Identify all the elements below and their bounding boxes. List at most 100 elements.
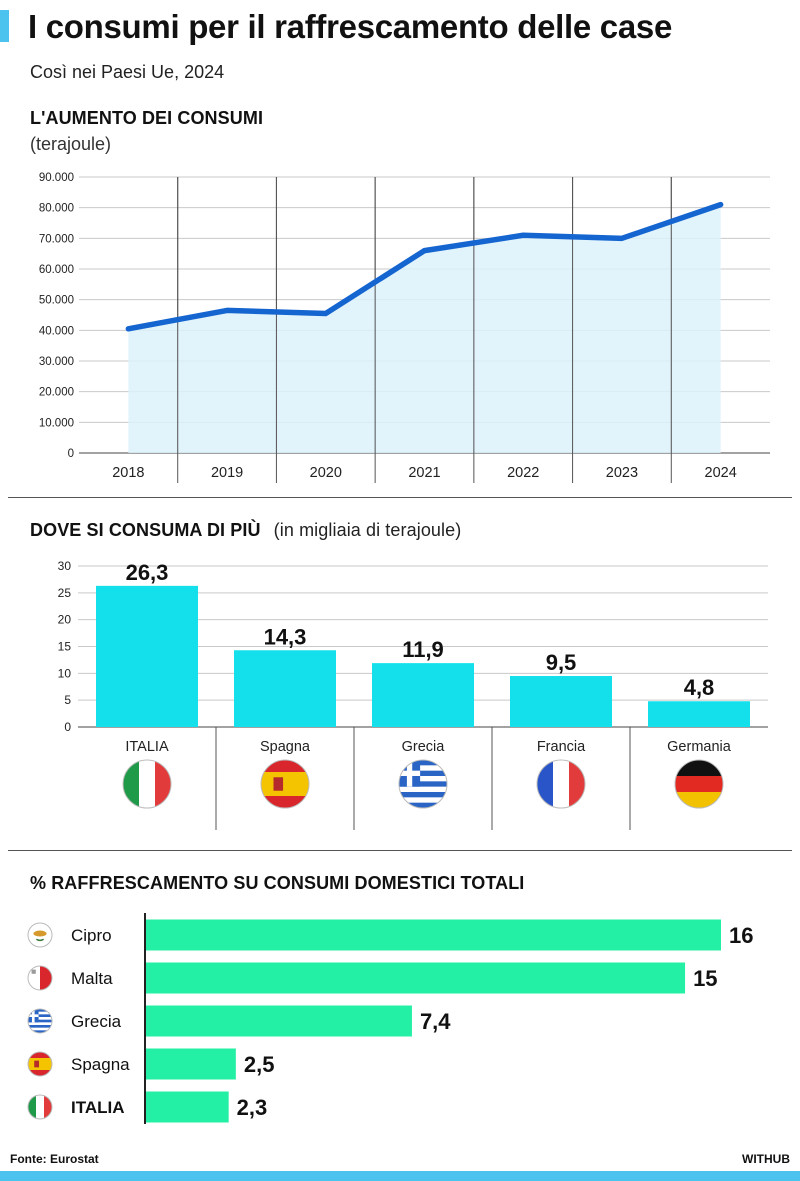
bar-value-label: 26,3 bbox=[126, 560, 169, 585]
flag-border bbox=[260, 759, 310, 809]
flag-emblem bbox=[273, 777, 284, 791]
bar-value-label: 14,3 bbox=[264, 624, 307, 649]
country-label: Malta bbox=[71, 969, 113, 988]
flag-fill bbox=[28, 966, 52, 990]
bar-chart-unit: (in migliaia di terajoule) bbox=[273, 520, 462, 540]
flag-border bbox=[27, 1051, 53, 1077]
country-label: Grecia bbox=[71, 1012, 122, 1031]
area-fill bbox=[128, 204, 721, 453]
y-tick-label: 5 bbox=[64, 693, 71, 707]
flag-stripe bbox=[28, 1058, 52, 1070]
x-tick-label: Germania bbox=[667, 739, 732, 755]
flag-border bbox=[27, 1094, 53, 1120]
flag-stripe bbox=[399, 776, 447, 782]
flag-fill bbox=[28, 1009, 52, 1033]
y-tick-label: 20 bbox=[58, 613, 72, 627]
bar-value-label: 4,8 bbox=[684, 675, 715, 700]
hbar-value-label: 2,3 bbox=[237, 1095, 268, 1120]
hbar-value-label: 2,5 bbox=[244, 1052, 275, 1077]
spain-flag bbox=[27, 1051, 53, 1077]
x-tick-label: 2019 bbox=[211, 465, 243, 481]
flag-stripe bbox=[399, 786, 447, 793]
bar-chart-title-row: DOVE SI CONSUMA DI PIÙ (in migliaia di t… bbox=[30, 520, 461, 541]
flag-island bbox=[33, 930, 47, 937]
y-tick-label: 90.000 bbox=[39, 172, 74, 184]
germany-flag bbox=[674, 759, 724, 809]
flag-border bbox=[674, 759, 724, 809]
flag-border bbox=[122, 759, 172, 809]
bar-value-label: 11,9 bbox=[402, 637, 444, 662]
bar bbox=[510, 676, 612, 727]
section-divider bbox=[8, 497, 792, 498]
country-label: Cipro bbox=[71, 926, 112, 945]
y-tick-label: 30.000 bbox=[39, 356, 74, 368]
x-tick-label: 2022 bbox=[507, 465, 539, 481]
flag-stripe bbox=[28, 1022, 52, 1026]
france-flag bbox=[536, 759, 586, 809]
flag-border bbox=[398, 759, 448, 809]
flag-fill bbox=[537, 760, 585, 808]
flag-stripe bbox=[28, 1095, 37, 1119]
bar bbox=[234, 650, 336, 727]
flag-emblem bbox=[34, 1060, 40, 1068]
y-tick-label: 25 bbox=[58, 586, 72, 600]
y-tick-label: 15 bbox=[58, 640, 72, 654]
hbar bbox=[146, 1091, 229, 1123]
y-tick-label: 10.000 bbox=[39, 417, 74, 429]
flag-stripe bbox=[44, 1095, 52, 1119]
flag-stripe bbox=[28, 1014, 52, 1018]
flag-stripe bbox=[399, 797, 447, 803]
source-note: Fonte: Eurostat bbox=[10, 1152, 99, 1166]
line-chart: 0 10.000 20.000 30.000 40.000 50.000 60.000 70.… bbox=[39, 172, 770, 483]
x-tick-label: 2023 bbox=[606, 465, 638, 481]
flag-stripe bbox=[399, 781, 447, 787]
line-chart-title: L'AUMENTO DEI CONSUMI bbox=[30, 108, 264, 128]
hbar-chart-title: % RAFFRESCAMENTO SU CONSUMI DOMESTICI TO… bbox=[30, 873, 525, 893]
flag-stripe bbox=[675, 792, 723, 808]
x-tick-label: 2020 bbox=[310, 465, 342, 481]
flag-fill bbox=[28, 1052, 52, 1076]
flag-cross bbox=[31, 1009, 35, 1023]
x-tick-label: Spagna bbox=[260, 739, 311, 755]
flag-stripe bbox=[675, 776, 723, 793]
data-point bbox=[323, 311, 328, 316]
section-divider bbox=[8, 850, 792, 851]
hbar-value-label: 16 bbox=[729, 923, 753, 948]
flag-stripe bbox=[399, 792, 447, 798]
flag-cross bbox=[31, 969, 36, 974]
flag-stripe bbox=[139, 760, 156, 808]
hbar bbox=[146, 1005, 412, 1037]
y-tick-label: 0 bbox=[68, 448, 74, 460]
y-tick-label: 80.000 bbox=[39, 203, 74, 215]
flag-border bbox=[27, 1008, 53, 1034]
flag-fill bbox=[28, 1095, 52, 1119]
x-tick-label: 2024 bbox=[705, 465, 737, 481]
hbar-chart: Cipro 16 Malta 15 Grecia 7,4 Spagna 2,5 ITALIA 2,… bbox=[27, 913, 753, 1124]
greece-flag bbox=[27, 1008, 53, 1034]
flag-stripe bbox=[28, 1011, 52, 1015]
data-point bbox=[521, 233, 526, 238]
title-accent-bar bbox=[0, 10, 9, 42]
y-tick-label: 0 bbox=[64, 720, 71, 734]
data-point bbox=[619, 236, 625, 241]
x-tick-label: ITALIA bbox=[125, 739, 169, 755]
bar bbox=[372, 663, 474, 727]
y-tick-label: 40.000 bbox=[39, 325, 74, 337]
data-point bbox=[718, 202, 723, 207]
flag-stripe bbox=[399, 760, 447, 766]
flag-stripe bbox=[569, 760, 585, 808]
x-tick-label: Francia bbox=[537, 739, 586, 755]
flag-stripe bbox=[28, 1017, 52, 1020]
data-point bbox=[224, 308, 230, 313]
flag-cross bbox=[406, 760, 413, 787]
country-label: ITALIA bbox=[71, 1098, 125, 1117]
hbar-value-label: 15 bbox=[693, 966, 717, 991]
x-tick-label: Grecia bbox=[402, 739, 446, 755]
flag-stripe bbox=[28, 1027, 52, 1031]
data-point bbox=[126, 326, 131, 331]
flag-border bbox=[536, 759, 586, 809]
flag-stripe bbox=[553, 760, 570, 808]
greece-flag bbox=[398, 759, 448, 809]
flag-stripe bbox=[28, 1019, 52, 1023]
bar-chart-title: DOVE SI CONSUMA DI PIÙ bbox=[30, 520, 261, 540]
